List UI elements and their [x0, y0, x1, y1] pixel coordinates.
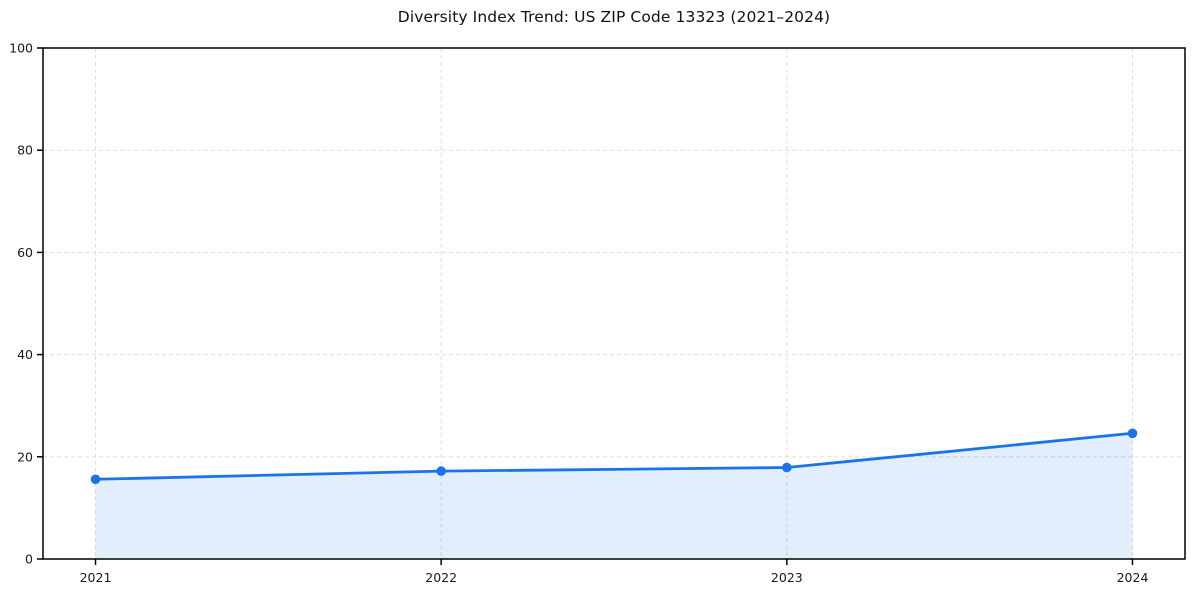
data-point-marker: [1127, 428, 1138, 439]
y-tick-label: 100: [9, 41, 33, 56]
trend-line: [94, 431, 1134, 481]
y-tick-label: 0: [25, 552, 33, 567]
y-tick-label: 20: [17, 449, 33, 464]
chart-title: Diversity Index Trend: US ZIP Code 13323…: [397, 8, 831, 26]
data-point-marker: [436, 466, 446, 476]
plot-border: [42, 47, 1186, 560]
x-tick-label: 2024: [1117, 570, 1149, 585]
y-tick-label: 40: [17, 347, 33, 362]
y-tick-label: 60: [17, 245, 33, 260]
x-tick-label: 2021: [80, 570, 112, 585]
data-point-marker: [90, 474, 101, 485]
x-tick-label: 2023: [771, 570, 803, 585]
data-point-marker: [782, 462, 792, 473]
area-fill: [95, 433, 1133, 559]
y-tick-label: 80: [17, 143, 33, 158]
x-tick-label: 2022: [425, 570, 457, 585]
